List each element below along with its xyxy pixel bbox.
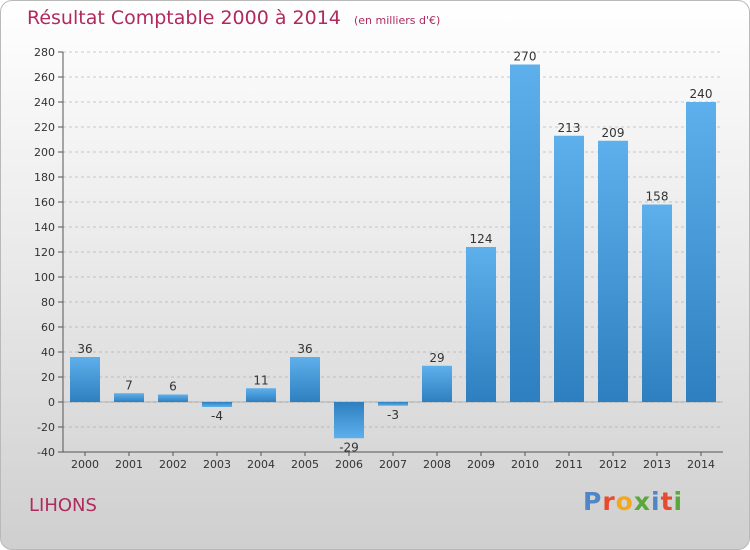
y-tick-label: 40 [41, 346, 55, 359]
y-tick-label: 120 [34, 246, 55, 259]
x-tick-label: 2008 [423, 458, 451, 471]
x-tick-label: 2007 [379, 458, 407, 471]
logo-letter: x [633, 487, 651, 516]
title-main: Résultat Comptable 2000 à 2014 [27, 7, 341, 29]
bar-2009 [466, 247, 496, 402]
bar-2002 [158, 394, 188, 402]
proxiti-logo[interactable]: Proxiti [583, 487, 683, 516]
y-tick-label: 60 [41, 321, 55, 334]
bar-2011 [554, 135, 584, 402]
bar-2000 [70, 357, 100, 402]
y-tick-label: 160 [34, 196, 55, 209]
value-label: -4 [211, 409, 223, 423]
logo-letter: r [602, 487, 616, 516]
bar-2005 [290, 357, 320, 402]
value-label: 213 [558, 121, 581, 135]
y-tick-label: 140 [34, 221, 55, 234]
x-tick-label: 2009 [467, 458, 495, 471]
bar-2003 [202, 402, 232, 407]
y-tick-label: 220 [34, 121, 55, 134]
bar-2006 [334, 402, 364, 439]
x-tick-label: 2014 [687, 458, 715, 471]
y-tick-label: 0 [48, 396, 55, 409]
x-tick-label: 2013 [643, 458, 671, 471]
x-tick-label: 2003 [203, 458, 231, 471]
y-tick-label: 180 [34, 171, 55, 184]
value-label: 29 [429, 351, 444, 365]
x-tick-label: 2002 [159, 458, 187, 471]
commune-name: LIHONS [29, 495, 97, 516]
bar-2012 [598, 140, 628, 402]
value-label: 36 [77, 342, 92, 356]
y-tick-label: -20 [37, 421, 55, 434]
x-tick-label: 2005 [291, 458, 319, 471]
y-tick-label: 200 [34, 146, 55, 159]
value-label: 7 [125, 378, 133, 392]
bar-2010 [510, 64, 540, 402]
y-tick-label: 80 [41, 296, 55, 309]
value-label: -3 [387, 408, 399, 422]
value-label: 124 [470, 232, 493, 246]
value-label: 209 [602, 126, 625, 140]
y-tick-label: 280 [34, 46, 55, 59]
value-label: 240 [690, 87, 713, 101]
value-label: 270 [514, 50, 537, 64]
logo-letter: t [660, 487, 674, 516]
value-label: 11 [253, 373, 268, 387]
y-tick-label: -40 [37, 446, 55, 459]
x-tick-label: 2001 [115, 458, 143, 471]
x-tick-label: 2010 [511, 458, 539, 471]
logo-letter: i [651, 487, 661, 516]
y-tick-label: 240 [34, 96, 55, 109]
bar-2008 [422, 365, 452, 402]
y-tick-label: 100 [34, 271, 55, 284]
value-label: 36 [297, 342, 312, 356]
logo-letter: o [615, 487, 634, 516]
bar-2004 [246, 388, 276, 402]
x-tick-label: 2012 [599, 458, 627, 471]
logo-letter: P [583, 487, 603, 516]
bar-2007 [378, 402, 408, 406]
bar-2014 [686, 102, 716, 402]
x-tick-label: 2011 [555, 458, 583, 471]
x-tick-label: 2006 [335, 458, 363, 471]
chart-title: Résultat Comptable 2000 à 2014 (en milli… [27, 7, 440, 29]
logo-letter: i [673, 487, 684, 516]
x-tick-label: 2000 [71, 458, 99, 471]
value-label: 158 [646, 190, 669, 204]
value-label: -29 [339, 440, 359, 454]
bar-2013 [642, 204, 672, 402]
bar-2001 [114, 393, 144, 402]
title-unit: (en milliers d'€) [353, 14, 441, 27]
x-tick-label: 2004 [247, 458, 275, 471]
value-label: 6 [169, 380, 177, 394]
y-tick-label: 20 [41, 371, 55, 384]
y-tick-label: 260 [34, 71, 55, 84]
